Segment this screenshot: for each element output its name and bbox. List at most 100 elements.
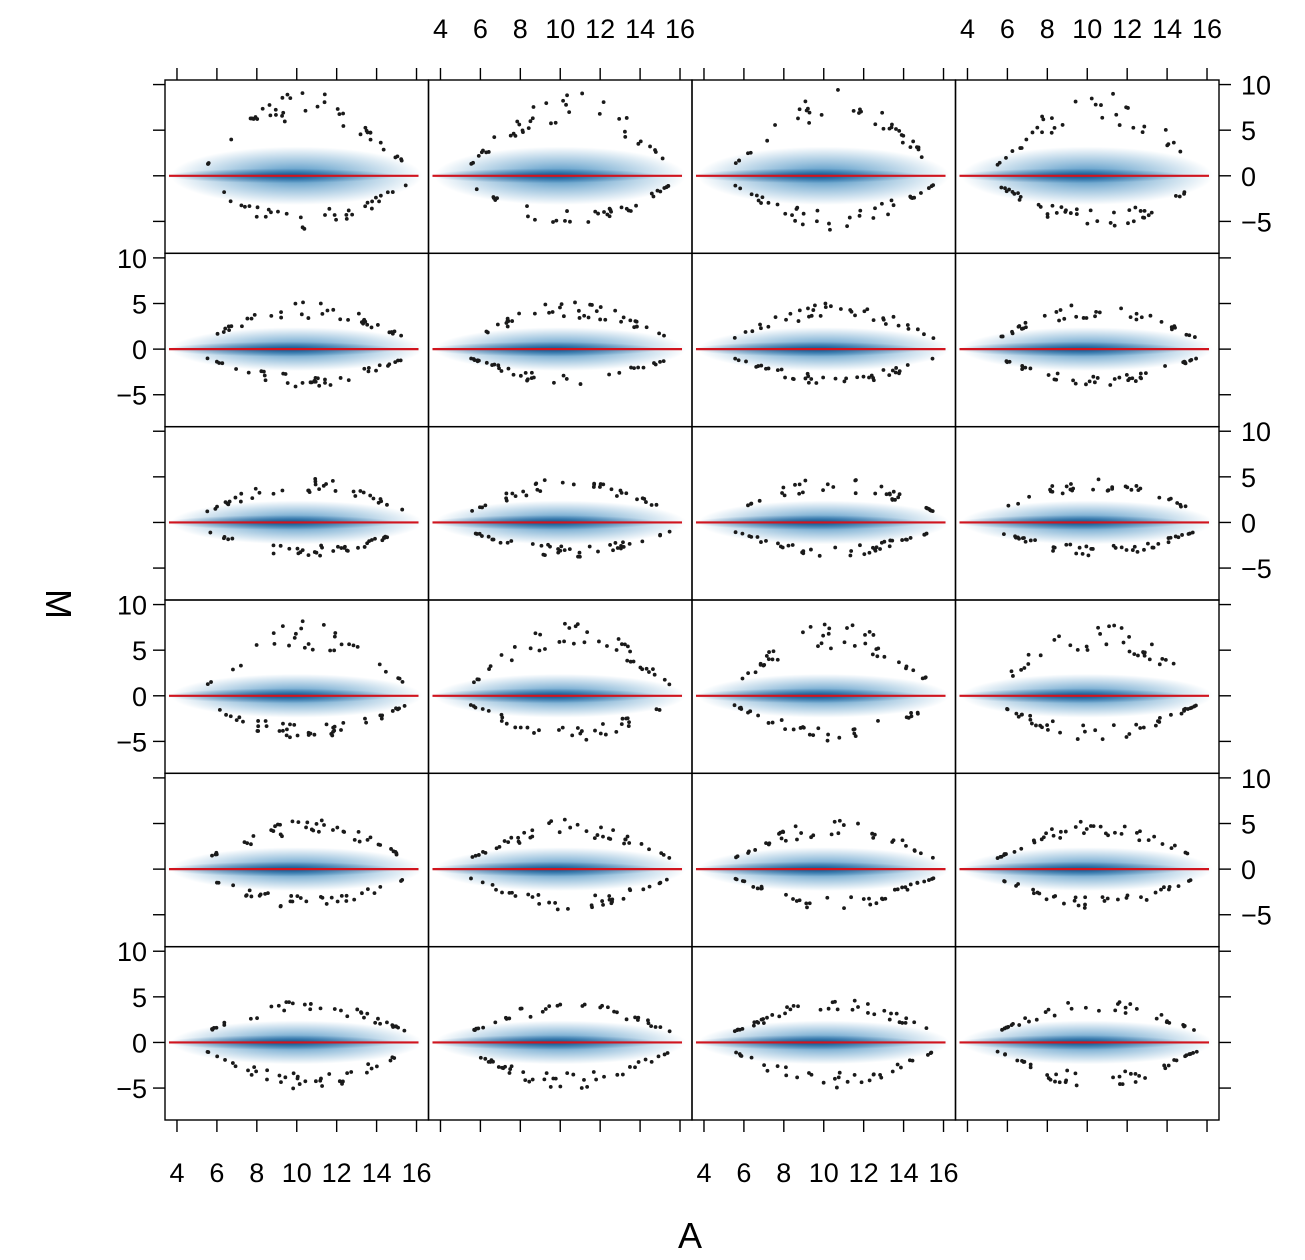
outlier-point [474,532,479,536]
outlier-point [1028,538,1033,543]
outlier-point [1070,488,1075,493]
outlier-point [365,838,370,842]
outlier-point [924,1026,929,1031]
y-tick-label-left: 0 [132,1028,147,1058]
outlier-point [850,623,855,628]
x-tick-label-bottom: 6 [736,1158,751,1188]
outlier-point [261,369,266,374]
outlier-point [775,368,780,373]
outlier-point [1072,898,1077,903]
outlier-point [788,1007,793,1012]
outlier-point [908,536,913,540]
outlier-point [223,1058,227,1062]
outlier-point [861,374,866,379]
outlier-point [1156,541,1161,546]
outlier-point [1049,130,1054,135]
outlier-point [254,643,259,647]
outlier-point [1002,852,1007,856]
outlier-point [317,487,322,492]
outlier-point [582,313,587,318]
outlier-point [567,626,572,630]
outlier-point [853,478,858,483]
outlier-point [556,550,561,555]
outlier-point [246,1068,250,1073]
x-tick-label-bottom: 14 [362,1158,392,1188]
outlier-point [1143,371,1148,376]
outlier-point [233,495,238,500]
panel-r6-c4 [954,945,1220,1121]
outlier-point [894,1011,899,1016]
outlier-point [790,543,795,547]
outlier-point [350,212,355,217]
outlier-point [346,208,351,213]
outlier-point [733,876,738,881]
outlier-point [628,318,633,323]
outlier-point [779,836,784,841]
outlier-point [565,93,569,98]
outlier-point [500,1065,504,1070]
outlier-point [399,158,404,163]
outlier-point [318,301,323,306]
outlier-point [1124,735,1129,739]
outlier-point [508,133,513,138]
outlier-point [319,1076,323,1081]
outlier-point [782,493,787,498]
outlier-point [322,100,327,105]
outlier-point [923,675,927,680]
axes: 4 6 8 10 12 14 164 6 8 10 12 14 164 6 8 10 12 14 164 6 8 10 12… [116,14,1272,1188]
outlier-point [853,491,858,496]
outlier-point [585,630,590,635]
outlier-point [826,631,831,636]
outlier-point [488,1060,493,1064]
outlier-point [1091,374,1096,379]
outlier-point [826,732,830,737]
outlier-point [217,707,222,712]
outlier-point [1090,547,1095,551]
outlier-point [1074,314,1079,319]
outlier-point [392,329,397,334]
outlier-point [658,1025,663,1030]
outlier-point [1004,155,1008,160]
outlier-point [279,310,283,315]
outlier-point [1097,310,1102,315]
outlier-point [322,823,326,827]
outlier-point [374,368,378,373]
panel-r4-c4 [954,599,1220,775]
outlier-point [628,649,633,654]
outlier-point [543,1007,548,1011]
outlier-point [1088,824,1093,828]
outlier-point [1131,125,1136,130]
outlier-point [1027,1019,1031,1024]
outlier-point [624,491,629,496]
outlier-point [640,667,645,672]
outlier-point [1163,658,1168,662]
outlier-point [1151,545,1156,550]
outlier-point [476,853,481,857]
outlier-point [871,835,876,840]
outlier-point [306,316,311,320]
outlier-point [337,112,342,117]
outlier-point [1123,1069,1128,1074]
y-tick-label-right: 0 [1241,508,1256,538]
outlier-point [397,676,402,681]
y-tick-label-left: 10 [117,244,147,274]
outlier-point [780,491,784,495]
outlier-point [374,195,378,200]
outlier-point [510,890,514,895]
outlier-point [848,553,853,558]
panel-r2-c4 [954,252,1220,428]
outlier-point [1139,315,1144,320]
outlier-point [256,729,261,733]
panel-r3-c4 [954,425,1220,601]
outlier-point [1110,486,1115,491]
outlier-point [653,362,658,367]
outlier-point [1157,715,1162,720]
outlier-point [883,322,888,326]
outlier-point [849,895,854,900]
outlier-point [1093,728,1098,733]
x-tick-label-top: 6 [1000,14,1015,44]
outlier-point [612,1009,616,1014]
outlier-point [591,1070,596,1074]
panel-r6-c1 [164,945,430,1121]
outlier-point [828,304,833,309]
